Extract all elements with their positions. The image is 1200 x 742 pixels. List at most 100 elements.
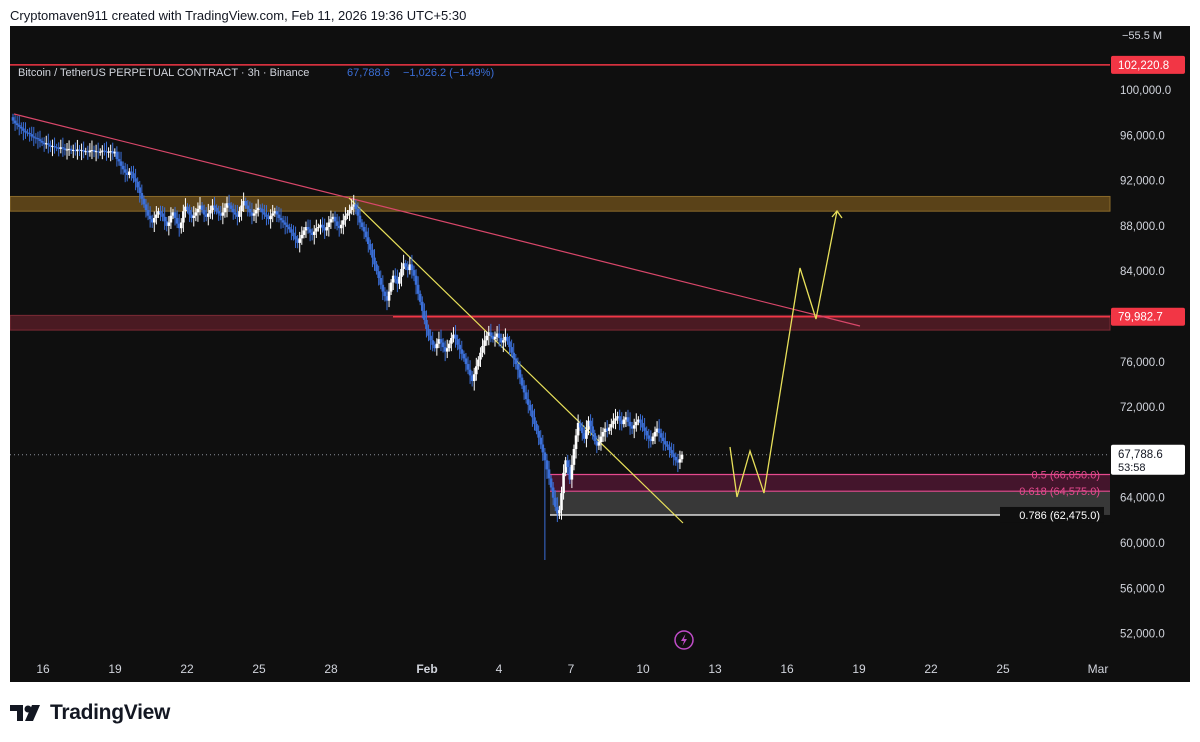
candle-body (560, 493, 563, 511)
candle-body (182, 211, 185, 223)
candle-body (265, 214, 268, 217)
candle-body (651, 436, 655, 442)
candle-body (666, 444, 669, 447)
candle-body (140, 193, 144, 199)
price-tag-mid-label: 79,982.7 (1118, 312, 1163, 324)
candle-body (115, 151, 119, 160)
candle-body (576, 422, 580, 436)
price-tag-countdown: 53:58 (1118, 462, 1146, 474)
candle-body (410, 264, 414, 271)
resistance-zone (9, 314, 1111, 331)
y-tick-label: 92,000.0 (1120, 176, 1165, 188)
candle-body (502, 340, 505, 343)
candle-body (269, 215, 272, 220)
candle-body (599, 436, 603, 443)
candle-body (674, 456, 678, 461)
candle-body (165, 221, 169, 226)
candle-body (416, 284, 420, 294)
candle-body (188, 210, 191, 215)
candle-body (597, 442, 601, 446)
candle-body (13, 120, 17, 124)
candle-body (508, 341, 511, 348)
candle-body (155, 214, 158, 218)
candle-body (566, 460, 570, 468)
candle-body (288, 227, 291, 230)
price-tag-top-bg (1111, 55, 1185, 74)
candle-body (418, 293, 422, 302)
candle-body (583, 433, 586, 439)
candle-body (622, 419, 626, 425)
candle-body (443, 347, 447, 352)
candle-body (460, 349, 464, 354)
candle-body (610, 424, 613, 428)
legend-price: 67,788.6 (347, 67, 390, 79)
candle-body (475, 366, 478, 375)
candle-body (271, 213, 275, 216)
candle-body (539, 437, 543, 445)
trendline-red[interactable] (13, 113, 861, 327)
candle-body (624, 417, 628, 420)
candle-body (67, 148, 71, 150)
projection-path[interactable] (729, 210, 838, 498)
candle-body (404, 263, 407, 267)
candle-body (42, 142, 46, 145)
candle-body (487, 332, 491, 336)
candle-body (231, 208, 235, 213)
candle-body (202, 210, 206, 215)
candle-body (128, 171, 131, 175)
candle-body (38, 139, 42, 141)
x-tick-label: Mar (1088, 662, 1109, 676)
candle-body (254, 210, 258, 214)
candle-body (11, 117, 15, 121)
candle-body (485, 335, 489, 341)
candle-body (94, 151, 98, 153)
y-tick-label: 72,000.0 (1120, 402, 1165, 414)
candle-body (285, 224, 289, 228)
candle-body (549, 478, 553, 488)
candle-body (358, 215, 362, 223)
candle-body (96, 151, 100, 153)
chart-panel[interactable]: Bitcoin / TetherUS PERPETUAL CONTRACT · … (9, 26, 1190, 682)
candle-body (157, 211, 160, 215)
candle-body (593, 433, 597, 442)
candle-body (580, 427, 584, 434)
candle-body (375, 264, 378, 272)
legend-symbol: Bitcoin / TetherUS PERPETUAL CONTRACT · … (18, 67, 309, 79)
candle-body (186, 206, 189, 211)
candle-body (491, 335, 495, 340)
candle-body (470, 375, 474, 382)
candle-body (439, 339, 443, 343)
candle-body (90, 150, 94, 152)
candle-body (200, 205, 204, 211)
candle-body (433, 344, 437, 349)
candle-body (587, 420, 590, 430)
candle-body (662, 437, 665, 442)
candle-body (236, 214, 239, 217)
candle-body (514, 358, 518, 365)
candle-body (489, 332, 493, 336)
candle-body (454, 334, 457, 340)
candle-body (337, 225, 341, 229)
candle-body (277, 214, 281, 218)
supply-zone (9, 195, 1111, 212)
candle-body (551, 487, 555, 498)
candle-body (348, 210, 351, 214)
candle-body (354, 204, 358, 209)
candle-body (163, 216, 166, 222)
candle-body (167, 222, 171, 226)
candle-body (373, 257, 376, 265)
y-tick-label: 100,000.0 (1120, 85, 1171, 97)
candle-body (263, 212, 266, 215)
bolt-icon[interactable] (674, 630, 694, 650)
legend-change: −1,026.2 (−1.49%) (403, 67, 494, 79)
candle-body (558, 510, 561, 514)
candle-body (134, 178, 137, 182)
candle-body (107, 151, 110, 153)
candle-body (614, 418, 617, 421)
candle-body (562, 472, 565, 494)
price-chart[interactable]: Bitcoin / TetherUS PERPETUAL CONTRACT · … (9, 26, 1190, 682)
candle-body (327, 222, 331, 228)
candle-body (80, 150, 83, 152)
candle-body (607, 427, 611, 431)
x-tick-label: 10 (636, 662, 650, 676)
